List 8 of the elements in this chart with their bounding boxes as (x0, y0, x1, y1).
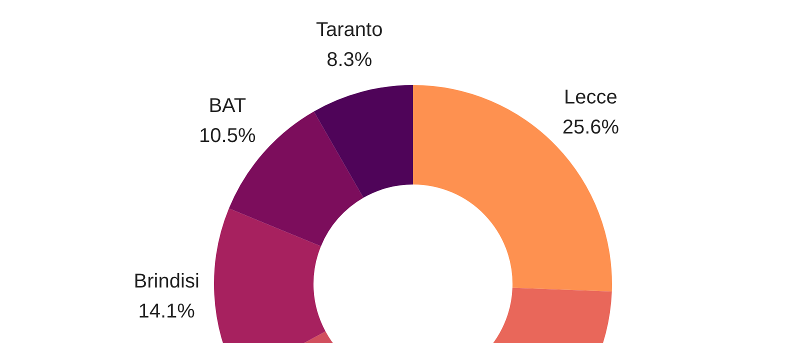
slice-label: Lecce (564, 86, 618, 108)
slice-label: Taranto (316, 19, 383, 42)
data-label: 14.1% (138, 300, 196, 323)
data-label: 10.5% (199, 124, 256, 147)
data-label: 25.6% (562, 116, 620, 138)
slice-label: Brindisi (134, 270, 200, 293)
slice-label: BAT (208, 94, 246, 117)
data-label: 8.3% (326, 49, 372, 72)
